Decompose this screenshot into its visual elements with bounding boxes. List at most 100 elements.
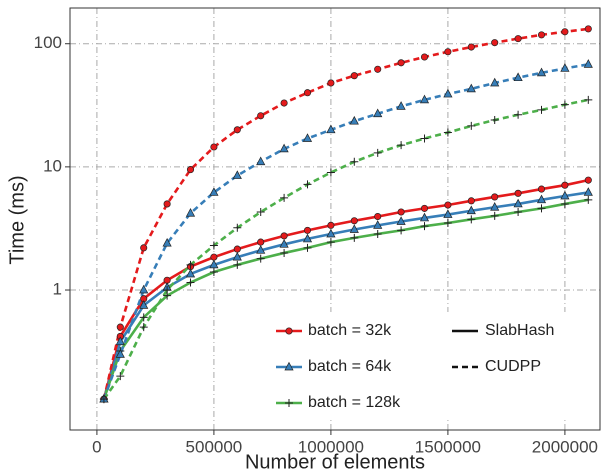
legend-label: batch = 32k bbox=[308, 322, 392, 339]
marker bbox=[560, 100, 569, 109]
marker bbox=[185, 208, 196, 217]
marker bbox=[443, 88, 453, 98]
marker bbox=[350, 157, 359, 166]
y-tick-label: 10 bbox=[43, 156, 62, 175]
marker bbox=[374, 212, 382, 221]
marker bbox=[139, 323, 148, 332]
marker bbox=[490, 211, 499, 220]
marker bbox=[280, 99, 288, 107]
marker bbox=[233, 245, 241, 253]
series-line bbox=[102, 198, 589, 400]
marker bbox=[491, 39, 499, 47]
marker bbox=[561, 181, 569, 189]
marker bbox=[560, 63, 570, 72]
marker bbox=[491, 193, 499, 201]
marker bbox=[303, 226, 312, 234]
marker bbox=[350, 217, 358, 225]
series-line bbox=[102, 63, 589, 400]
marker bbox=[163, 200, 171, 208]
y-tick-label: 1 bbox=[53, 280, 62, 299]
marker bbox=[279, 239, 289, 248]
marker bbox=[350, 233, 359, 242]
legend-label: batch = 128k bbox=[308, 394, 401, 411]
marker bbox=[303, 89, 312, 97]
marker bbox=[210, 253, 218, 261]
marker bbox=[284, 361, 294, 371]
marker bbox=[560, 190, 570, 200]
marker bbox=[536, 67, 547, 77]
marker bbox=[139, 313, 148, 322]
marker bbox=[140, 244, 148, 252]
marker bbox=[257, 112, 265, 120]
marker bbox=[537, 204, 546, 213]
marker bbox=[279, 143, 289, 153]
marker bbox=[186, 278, 195, 287]
marker bbox=[302, 233, 313, 243]
marker bbox=[256, 208, 265, 217]
marker bbox=[420, 222, 429, 231]
marker bbox=[115, 349, 125, 358]
marker bbox=[232, 251, 242, 261]
marker bbox=[209, 241, 218, 250]
marker bbox=[233, 223, 242, 232]
marker bbox=[280, 193, 289, 202]
x-tick-label: 0 bbox=[92, 437, 101, 456]
marker bbox=[419, 94, 430, 104]
marker bbox=[420, 53, 429, 61]
x-tick-label: 2000000 bbox=[532, 437, 598, 456]
marker bbox=[490, 202, 500, 211]
marker bbox=[514, 189, 522, 197]
marker bbox=[514, 208, 523, 217]
marker bbox=[584, 95, 593, 104]
series-line bbox=[102, 27, 589, 400]
marker bbox=[374, 65, 382, 73]
marker bbox=[561, 28, 569, 36]
marker bbox=[256, 156, 266, 166]
marker bbox=[186, 166, 195, 174]
marker bbox=[99, 395, 108, 404]
marker bbox=[537, 185, 546, 193]
marker bbox=[303, 180, 312, 189]
marker bbox=[349, 224, 359, 233]
series-line bbox=[102, 98, 589, 400]
marker bbox=[560, 199, 569, 208]
marker bbox=[466, 83, 476, 93]
marker bbox=[466, 205, 476, 215]
marker bbox=[443, 128, 452, 137]
marker bbox=[326, 238, 335, 247]
marker bbox=[536, 194, 547, 204]
marker bbox=[396, 216, 406, 225]
marker bbox=[467, 197, 475, 205]
legend-label: SlabHash bbox=[485, 322, 554, 339]
marker bbox=[257, 238, 265, 246]
marker bbox=[116, 323, 124, 331]
marker bbox=[285, 327, 293, 335]
marker bbox=[162, 237, 172, 247]
marker bbox=[397, 226, 406, 235]
marker bbox=[444, 48, 452, 56]
series-line bbox=[102, 178, 589, 400]
legend-label: batch = 64k bbox=[308, 358, 392, 375]
marker bbox=[256, 254, 265, 263]
marker bbox=[467, 121, 476, 130]
marker bbox=[396, 101, 406, 110]
marker bbox=[373, 220, 383, 229]
x-tick-label: 1000000 bbox=[298, 437, 364, 456]
marker bbox=[209, 187, 219, 196]
marker bbox=[302, 133, 313, 142]
series-line bbox=[102, 191, 589, 400]
marker bbox=[327, 79, 335, 87]
marker bbox=[233, 126, 241, 134]
marker bbox=[467, 43, 475, 51]
marker bbox=[373, 148, 382, 157]
legend-box bbox=[262, 312, 596, 420]
marker bbox=[232, 170, 242, 179]
marker bbox=[326, 124, 336, 134]
marker bbox=[419, 212, 430, 222]
marker bbox=[280, 232, 288, 240]
marker bbox=[116, 372, 125, 381]
marker bbox=[443, 219, 452, 228]
marker bbox=[420, 204, 429, 212]
marker bbox=[513, 72, 523, 82]
